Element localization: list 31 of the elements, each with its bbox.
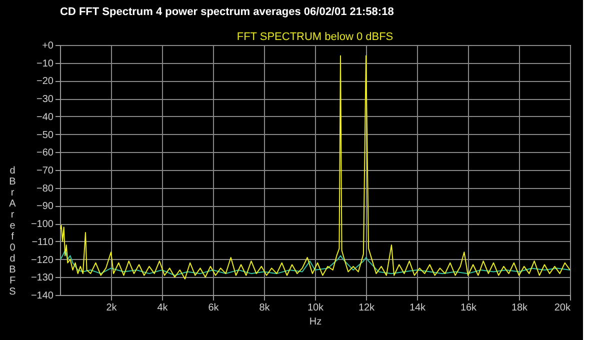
chart-title: CD FFT Spectrum 4 power spectrum averages 06/02/01 21:58:18	[60, 6, 394, 18]
x-tick-label: 6k	[208, 302, 220, 314]
x-axis-title: Hz	[309, 316, 322, 328]
x-tick-label: 20k	[554, 302, 572, 314]
x-tick-label: 16k	[460, 302, 478, 314]
x-tick-label: 8k	[259, 302, 271, 314]
y-tick-label: −100	[30, 219, 54, 230]
y-tick-label: −70	[36, 166, 54, 176]
x-tick-label: 18k	[511, 302, 529, 314]
x-tick-label: 14k	[409, 302, 427, 314]
y-tick-label: −90	[36, 201, 54, 212]
y-tick-label: −50	[36, 130, 54, 141]
line-series	[60, 55, 570, 280]
y-tick-label: −140	[30, 290, 54, 302]
y-tick-label: +0	[42, 40, 54, 52]
chart-subtitle: FFT SPECTRUM below 0 dBFS	[236, 31, 394, 43]
y-tick-label: −10	[36, 58, 54, 70]
y-tick-label: −40	[36, 112, 54, 123]
x-tick-label: 4k	[157, 302, 169, 314]
text: dBr A ref 0 dBFS	[9, 166, 16, 298]
y-tick-label: −20	[36, 76, 54, 88]
x-tick-label: 10k	[307, 302, 325, 314]
x-tick-label: 12k	[358, 302, 376, 314]
y-tick-label: −60	[36, 148, 54, 159]
y-tick-label: −110	[32, 236, 54, 248]
line-series	[60, 250, 570, 276]
y-tick-label: −130	[30, 272, 54, 284]
y-tick-label: −30	[36, 94, 54, 106]
y-tick-label: −120	[30, 254, 54, 266]
y-tick-label: −80	[36, 183, 54, 194]
x-tick-label: 2k	[106, 302, 118, 314]
